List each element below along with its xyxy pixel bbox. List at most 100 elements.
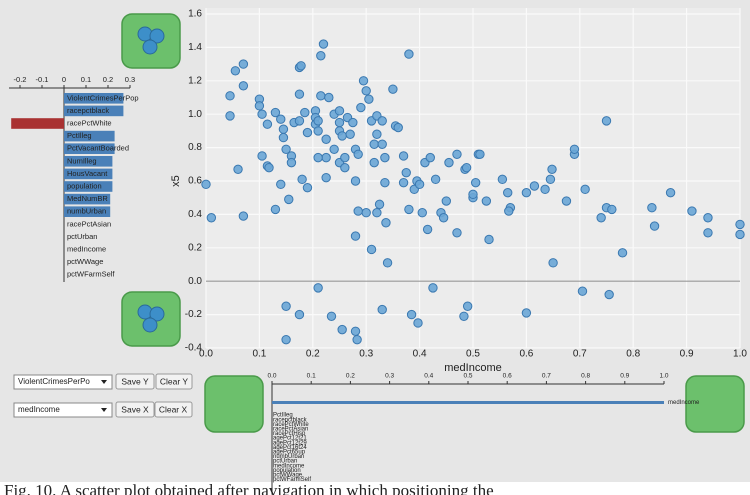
select-text: ViolentCrimesPerPo — [18, 377, 90, 386]
bar — [64, 93, 124, 104]
button[interactable]: Save Y — [115, 373, 155, 390]
point — [388, 84, 398, 94]
point — [326, 311, 337, 321]
point — [364, 94, 374, 104]
bar-label: PctVacantBoarded — [67, 144, 129, 153]
point — [521, 187, 532, 198]
point — [281, 301, 291, 311]
point — [270, 107, 281, 118]
point — [377, 116, 387, 126]
x-tick-label: 0.6 — [503, 373, 512, 380]
bar-label: pctWWage — [67, 257, 103, 266]
point — [296, 61, 306, 71]
bar-label: medIncome — [273, 463, 305, 469]
point — [601, 116, 612, 126]
point — [425, 152, 435, 163]
point — [596, 213, 606, 223]
point — [297, 174, 307, 185]
bar-label: agePct65up — [273, 449, 306, 455]
y-tick-label: 0.8 — [188, 142, 202, 153]
button[interactable]: Clear X — [154, 401, 193, 418]
y-select[interactable]: ViolentCrimesPerPo — [13, 374, 113, 390]
point — [313, 126, 323, 136]
point — [294, 309, 305, 320]
x-tick-label: 0.3 — [125, 75, 135, 84]
point — [324, 92, 334, 103]
point — [604, 289, 614, 300]
y-tick-label: 0.0 — [188, 276, 202, 287]
point — [286, 157, 297, 168]
x-tick-label: 0.9 — [680, 349, 694, 360]
point — [302, 127, 313, 138]
point — [481, 196, 492, 206]
point — [257, 151, 267, 161]
x-tick-label: -0.2 — [14, 75, 27, 84]
bar-label: PctIlleg — [273, 413, 293, 419]
point — [430, 174, 441, 185]
cluster-box[interactable] — [121, 291, 181, 347]
point — [417, 208, 427, 218]
point — [444, 157, 454, 168]
bar — [64, 206, 111, 217]
y-tick-label: -0.4 — [185, 343, 203, 354]
x-select[interactable]: medIncome — [13, 402, 113, 418]
x-tick-label: 0.0 — [199, 349, 213, 360]
point — [398, 151, 409, 161]
point — [270, 204, 281, 215]
point — [238, 81, 249, 91]
point — [580, 184, 590, 195]
point — [381, 218, 391, 228]
point — [380, 152, 390, 163]
point — [504, 206, 514, 216]
button[interactable]: Clear Y — [155, 373, 193, 390]
x-tick-label: 0.7 — [542, 373, 551, 380]
caption: Fig. 10. A scatter plot obtained after n… — [4, 481, 494, 495]
bar — [64, 168, 113, 180]
x-tick-label: 0.5 — [463, 373, 472, 380]
bar-label: racePctWhite — [273, 422, 309, 428]
drop-box[interactable] — [204, 375, 264, 433]
bar-label: pctWFarmSelf — [67, 270, 115, 279]
point — [393, 122, 403, 133]
point — [353, 149, 363, 159]
point — [547, 164, 557, 175]
point — [377, 304, 387, 315]
drop-box[interactable] — [685, 375, 745, 433]
point — [548, 258, 558, 268]
x-tick-label: 0.0 — [267, 373, 276, 380]
bar-label: racePctWhite — [67, 118, 112, 127]
point — [577, 286, 588, 296]
point — [529, 181, 540, 191]
bar-label: pctWWage — [273, 472, 303, 478]
point — [617, 248, 628, 258]
point — [337, 324, 347, 335]
point — [377, 139, 387, 149]
bar-label: numbUrban — [273, 454, 304, 460]
button-label: Clear X — [159, 404, 188, 414]
bar-label: racePctAsian — [273, 426, 308, 432]
point — [735, 219, 745, 230]
point — [294, 89, 305, 99]
button[interactable]: Save X — [115, 401, 155, 418]
point — [276, 179, 286, 190]
bar-label: HousVacant — [67, 169, 108, 178]
x-tick-label: 0.5 — [466, 349, 480, 360]
button-label: Save X — [121, 404, 149, 414]
point — [607, 204, 617, 215]
point — [233, 164, 243, 175]
point — [382, 258, 393, 268]
point — [353, 206, 363, 216]
bar-label: pctWFarmSelf — [273, 477, 311, 483]
point — [404, 204, 414, 215]
y-axis-label: x5 — [170, 175, 182, 187]
bar-label: racePctAsian — [67, 219, 111, 228]
point — [459, 311, 469, 321]
point — [313, 116, 323, 126]
bar — [64, 143, 115, 154]
bar — [11, 118, 64, 129]
cluster-box[interactable] — [121, 13, 181, 69]
point — [350, 231, 361, 241]
point — [284, 194, 294, 205]
point — [262, 119, 273, 129]
point — [647, 203, 657, 213]
